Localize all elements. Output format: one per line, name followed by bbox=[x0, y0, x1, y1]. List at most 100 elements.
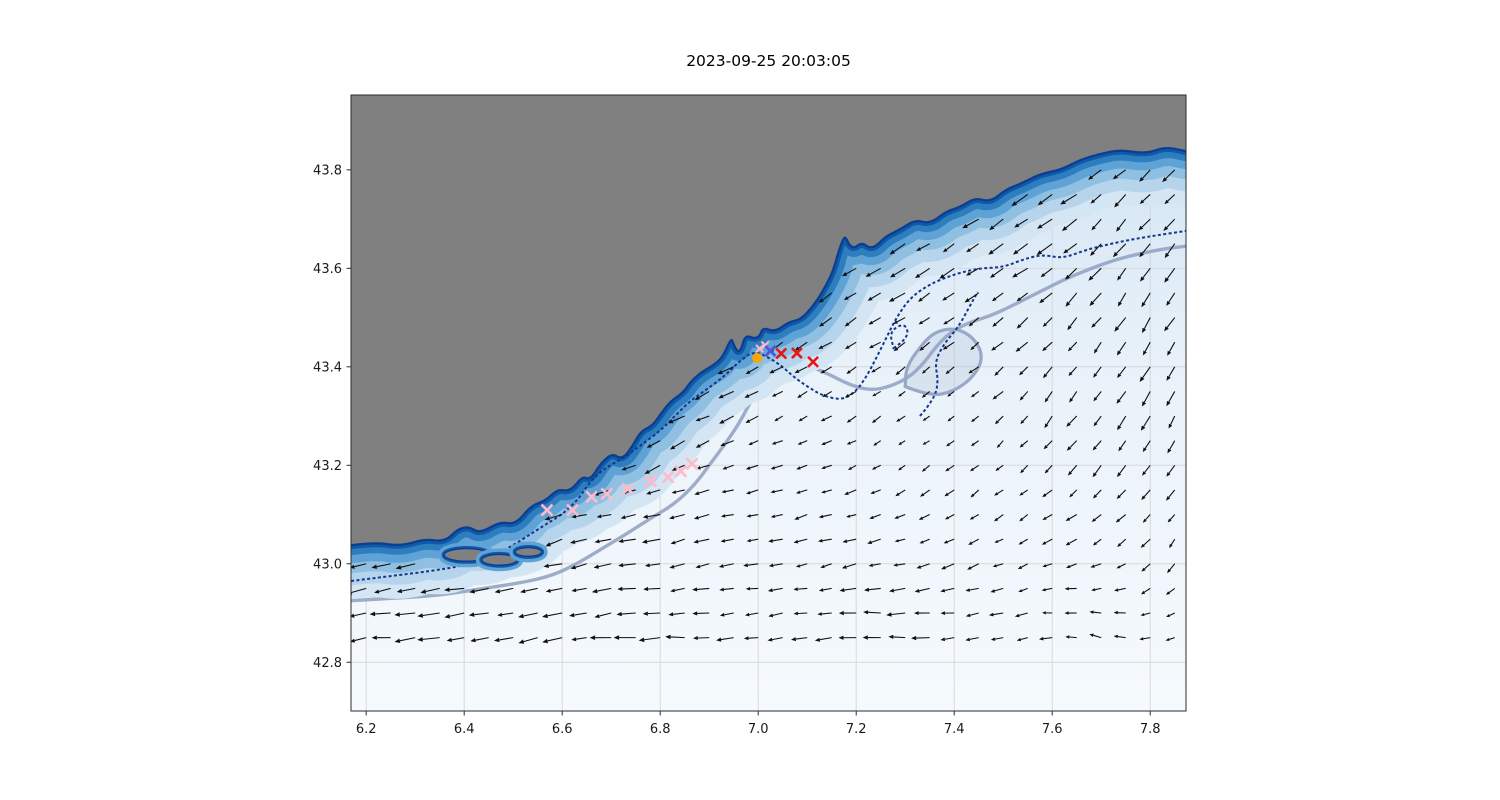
current-vector bbox=[720, 513, 734, 518]
current-vector bbox=[545, 587, 563, 593]
current-vector bbox=[921, 390, 931, 398]
current-vector bbox=[644, 464, 661, 474]
current-vector bbox=[1017, 563, 1028, 570]
current-vector bbox=[767, 587, 783, 593]
current-vector bbox=[1069, 489, 1078, 498]
current-vector bbox=[845, 341, 857, 350]
current-vector bbox=[1067, 341, 1078, 352]
current-vector bbox=[669, 440, 685, 450]
current-vector bbox=[871, 366, 881, 373]
current-vector bbox=[1112, 243, 1127, 258]
current-vector bbox=[693, 538, 710, 544]
x-tick-label: 6.8 bbox=[650, 722, 671, 737]
axes-ticks: 6.2 6.4 6.6 6.8 7.0 7.2 7.4 7.6 7.8 42.8 43.0 43.2 4… bbox=[313, 163, 1161, 737]
current-vector bbox=[970, 341, 980, 351]
current-vector bbox=[871, 464, 881, 470]
current-vector bbox=[947, 390, 955, 397]
current-vector bbox=[1166, 292, 1176, 306]
current-vector bbox=[940, 587, 955, 593]
current-vector bbox=[1093, 366, 1102, 378]
current-vector bbox=[1092, 440, 1102, 451]
current-vector bbox=[642, 513, 661, 519]
current-vector bbox=[670, 587, 685, 593]
current-vector bbox=[1065, 635, 1077, 639]
plot-title: 2023-09-25 20:03:05 bbox=[686, 52, 851, 70]
current-vector bbox=[1092, 538, 1102, 546]
current-vector bbox=[596, 513, 612, 519]
current-vector bbox=[1112, 169, 1127, 180]
pink-track-marker bbox=[566, 503, 579, 517]
current-vector bbox=[1090, 563, 1102, 568]
current-vector bbox=[444, 587, 465, 592]
current-vector bbox=[1091, 218, 1102, 231]
current-vector bbox=[1141, 489, 1151, 500]
current-vector bbox=[542, 637, 563, 644]
current-vector bbox=[638, 637, 661, 643]
current-vector bbox=[872, 390, 881, 397]
red-x-marker bbox=[791, 347, 803, 359]
current-vector bbox=[745, 415, 759, 423]
current-vector bbox=[967, 563, 979, 570]
current-vector bbox=[717, 366, 734, 375]
current-vector bbox=[838, 611, 857, 616]
current-vector bbox=[822, 390, 832, 398]
current-vector bbox=[1114, 587, 1126, 592]
current-vector bbox=[921, 366, 931, 374]
current-vector bbox=[371, 563, 391, 569]
current-vector bbox=[1041, 538, 1053, 545]
current-vector bbox=[1037, 218, 1053, 229]
current-vector bbox=[798, 415, 808, 422]
current-vector bbox=[570, 538, 587, 544]
red-x-marker bbox=[807, 355, 820, 368]
current-vector bbox=[494, 637, 514, 643]
current-vector bbox=[571, 587, 587, 593]
current-vector bbox=[1064, 587, 1077, 591]
current-vector bbox=[616, 611, 636, 617]
current-vector bbox=[1141, 391, 1151, 407]
current-vector bbox=[1093, 341, 1102, 354]
current-vector bbox=[395, 563, 416, 570]
current-vector bbox=[768, 612, 783, 618]
current-vector bbox=[846, 513, 857, 518]
current-vector bbox=[839, 587, 857, 593]
current-vector bbox=[970, 464, 980, 472]
current-vector bbox=[719, 587, 734, 592]
current-vector bbox=[992, 317, 1004, 327]
current-vector bbox=[720, 538, 734, 543]
current-vector bbox=[1093, 415, 1102, 427]
current-vector bbox=[1088, 169, 1102, 180]
current-vector bbox=[965, 637, 979, 642]
current-vector bbox=[819, 317, 833, 327]
current-vector bbox=[965, 587, 979, 592]
current-vector bbox=[1020, 464, 1029, 474]
current-vector bbox=[915, 267, 931, 279]
current-vector bbox=[351, 563, 367, 569]
current-vector bbox=[774, 415, 783, 422]
current-vector bbox=[695, 415, 710, 422]
current-vector bbox=[745, 464, 759, 470]
current-vector bbox=[940, 637, 955, 642]
violet-x-markers bbox=[764, 345, 777, 358]
island bbox=[514, 546, 543, 558]
current-vector bbox=[671, 489, 685, 494]
pink-track-marker bbox=[674, 464, 688, 478]
current-vector bbox=[970, 390, 980, 398]
current-vector bbox=[618, 538, 636, 543]
current-vector bbox=[996, 440, 1004, 448]
current-vector bbox=[768, 538, 783, 543]
pink-cluster-markers bbox=[755, 340, 770, 353]
current-vector bbox=[719, 415, 734, 424]
pink-track-marker bbox=[644, 474, 658, 488]
current-vector bbox=[945, 464, 955, 472]
current-vector bbox=[970, 489, 980, 498]
current-vector bbox=[1164, 317, 1176, 332]
current-vector bbox=[1020, 415, 1029, 425]
current-vector bbox=[744, 390, 759, 398]
current-vector bbox=[1167, 440, 1176, 454]
current-vector bbox=[1141, 587, 1151, 595]
current-vector bbox=[1116, 489, 1127, 499]
current-vector bbox=[1139, 194, 1151, 204]
current-vector bbox=[1016, 292, 1029, 302]
current-vector bbox=[965, 612, 979, 617]
current-vector bbox=[794, 514, 808, 520]
